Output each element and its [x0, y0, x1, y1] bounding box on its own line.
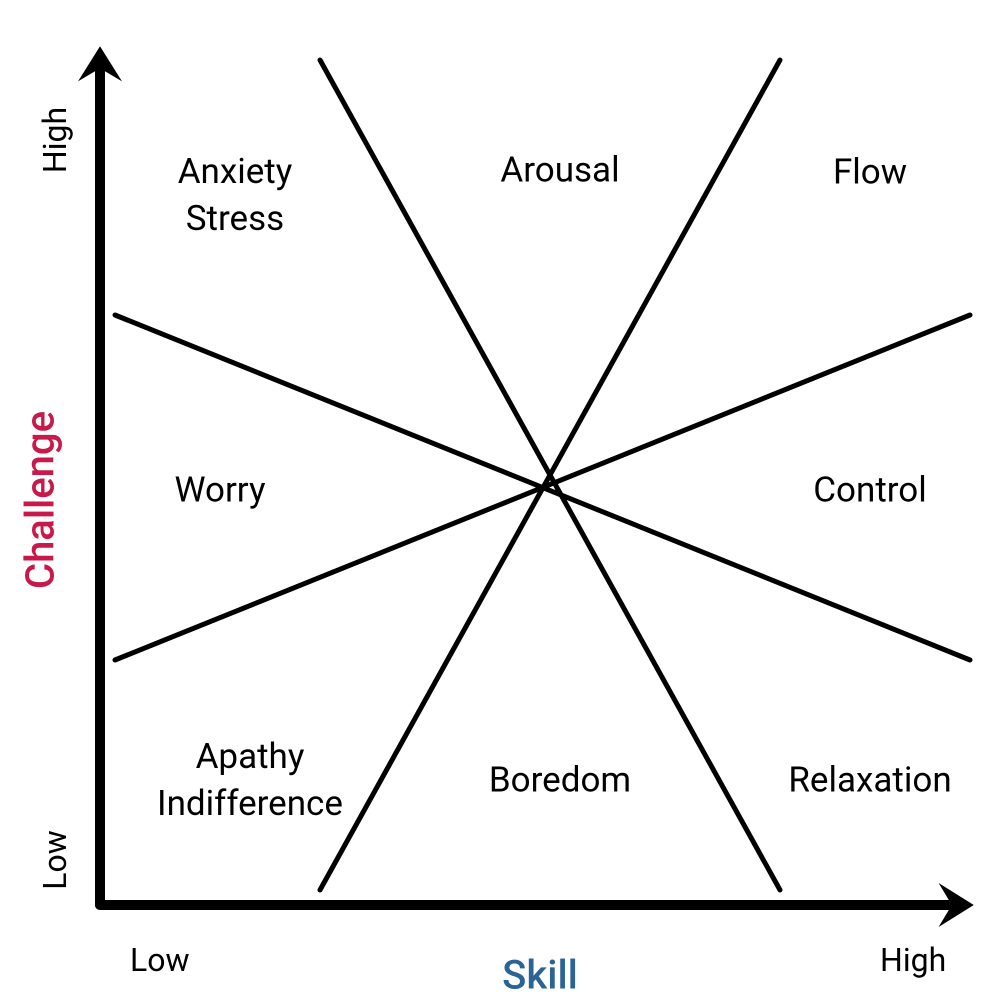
x-axis-low-label: Low: [130, 941, 190, 979]
y-axis-label: Challenge: [17, 411, 64, 589]
y-axis-label-text: Challenge: [17, 411, 64, 589]
y-axis-high-label: High: [36, 107, 74, 173]
region-label-arousal: Arousal: [500, 146, 619, 193]
y-axis-low-label: Low: [36, 830, 74, 890]
region-label-worry: Worry: [174, 466, 265, 513]
region-label-control: Control: [813, 466, 927, 513]
region-label-flow: Flow: [833, 148, 907, 195]
x-axis-high-label: High: [880, 941, 946, 979]
x-axis-label-text: Skill: [502, 952, 578, 999]
region-label-boredom: Boredom: [489, 756, 631, 803]
x-axis-label: Skill: [502, 952, 578, 999]
flow-diagram-container: { "diagram": { "type": "radial-sector-di…: [0, 0, 1000, 1000]
region-label-apathy: Apathy Indifference: [157, 733, 343, 828]
region-label-anxiety: Anxiety Stress: [178, 148, 293, 243]
region-label-relaxation: Relaxation: [788, 756, 951, 803]
